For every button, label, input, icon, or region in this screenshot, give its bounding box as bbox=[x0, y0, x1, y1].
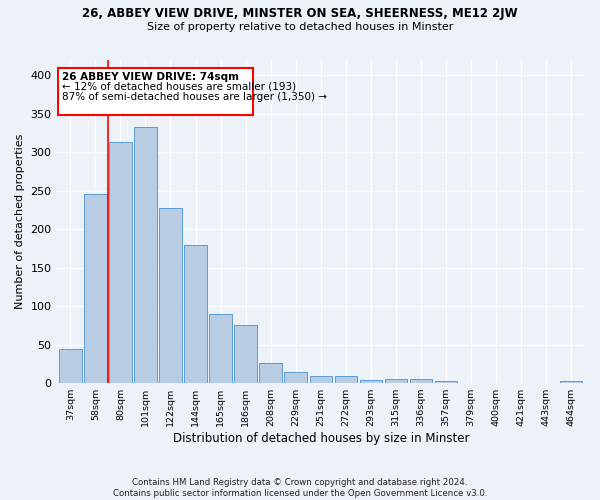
Bar bbox=[359, 380, 382, 383]
Bar bbox=[335, 376, 357, 383]
Bar bbox=[310, 376, 332, 383]
Bar bbox=[435, 381, 457, 383]
Bar bbox=[159, 208, 182, 383]
Text: ← 12% of detached houses are smaller (193): ← 12% of detached houses are smaller (19… bbox=[62, 82, 296, 92]
Text: 87% of semi-detached houses are larger (1,350) →: 87% of semi-detached houses are larger (… bbox=[62, 92, 326, 102]
Bar bbox=[109, 142, 131, 383]
Bar bbox=[134, 127, 157, 383]
Text: 26 ABBEY VIEW DRIVE: 74sqm: 26 ABBEY VIEW DRIVE: 74sqm bbox=[62, 72, 239, 82]
Text: 26, ABBEY VIEW DRIVE, MINSTER ON SEA, SHEERNESS, ME12 2JW: 26, ABBEY VIEW DRIVE, MINSTER ON SEA, SH… bbox=[82, 8, 518, 20]
Bar bbox=[84, 194, 107, 383]
Bar bbox=[209, 314, 232, 383]
Bar bbox=[184, 244, 207, 383]
Bar bbox=[235, 326, 257, 383]
Text: Contains HM Land Registry data © Crown copyright and database right 2024.
Contai: Contains HM Land Registry data © Crown c… bbox=[113, 478, 487, 498]
Text: Size of property relative to detached houses in Minster: Size of property relative to detached ho… bbox=[147, 22, 453, 32]
Bar bbox=[284, 372, 307, 383]
Bar bbox=[58, 68, 253, 114]
Bar bbox=[59, 349, 82, 383]
Bar bbox=[560, 381, 583, 383]
Bar bbox=[410, 379, 432, 383]
Y-axis label: Number of detached properties: Number of detached properties bbox=[15, 134, 25, 309]
X-axis label: Distribution of detached houses by size in Minster: Distribution of detached houses by size … bbox=[173, 432, 469, 445]
Bar bbox=[259, 363, 282, 383]
Bar bbox=[385, 379, 407, 383]
